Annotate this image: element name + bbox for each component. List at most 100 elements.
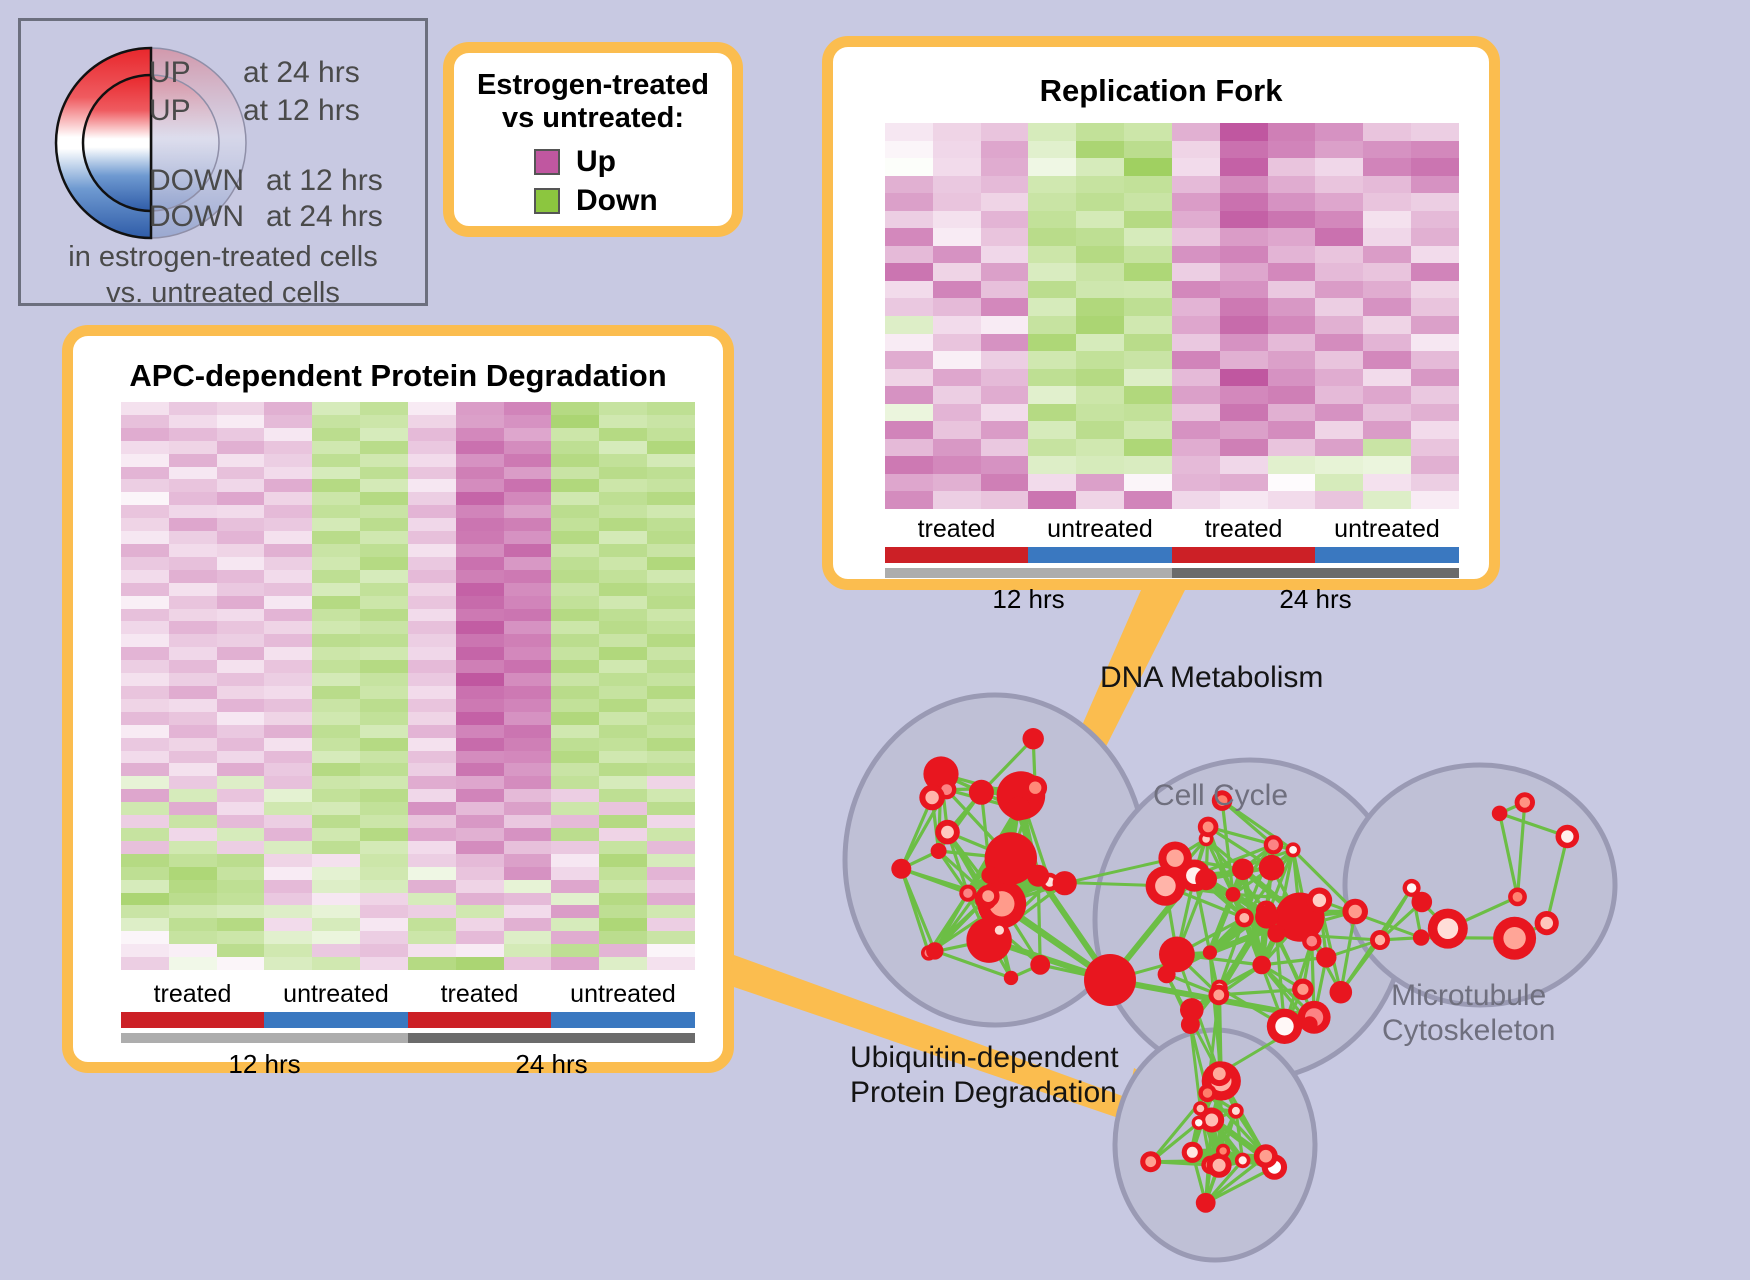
heatmap-cell (360, 660, 408, 673)
heatmap-cell (360, 931, 408, 944)
network-node[interactable] (1228, 1103, 1244, 1119)
network-node[interactable] (1264, 835, 1283, 854)
network-node[interactable] (1198, 817, 1219, 838)
heatmap-cell (1268, 439, 1316, 457)
network-node[interactable] (1195, 868, 1217, 890)
heatmap-cell (169, 479, 217, 492)
network-node[interactable] (1342, 899, 1368, 925)
heatmap-cell (1268, 158, 1316, 176)
heatmap-cell (599, 479, 647, 492)
network-node[interactable] (1181, 1015, 1200, 1034)
legend-swatch-up (534, 149, 560, 175)
heatmap-cell (1028, 456, 1076, 474)
heatmap-cell (504, 441, 552, 454)
network-node[interactable] (1235, 908, 1254, 927)
network-node[interactable] (1508, 888, 1527, 907)
network-node[interactable] (1252, 956, 1271, 975)
network-node[interactable] (1027, 865, 1049, 887)
network-node[interactable] (969, 780, 994, 805)
network-node[interactable] (1193, 1101, 1208, 1116)
network-node[interactable] (1207, 1061, 1232, 1086)
network-node[interactable] (926, 942, 943, 959)
heatmap-cell (360, 725, 408, 738)
network-node[interactable] (1330, 981, 1353, 1004)
heatmap-cell (599, 789, 647, 802)
network-node[interactable] (1140, 1151, 1161, 1172)
apc-sample-bar-3 (551, 1012, 695, 1028)
network-node[interactable] (1209, 985, 1230, 1006)
network-node[interactable] (935, 820, 960, 845)
network-node[interactable] (1053, 871, 1077, 895)
network-node[interactable] (981, 866, 999, 884)
updown-legend-panel: Estrogen-treated vs untreated: Up Down (443, 42, 743, 237)
network-node[interactable] (1198, 1084, 1216, 1102)
network-node[interactable] (1413, 929, 1429, 945)
heatmap-cell (312, 699, 360, 712)
network-node[interactable] (1556, 825, 1580, 849)
network-node[interactable] (1267, 1009, 1302, 1044)
network-node[interactable] (931, 843, 947, 859)
heatmap-cell (504, 828, 552, 841)
network-node[interactable] (1232, 859, 1254, 881)
network-node[interactable] (1259, 855, 1285, 881)
network-node[interactable] (1158, 965, 1176, 983)
network-node[interactable] (1254, 1144, 1278, 1168)
network-node[interactable] (991, 921, 1009, 939)
network-node[interactable] (1023, 776, 1047, 800)
heatmap-cell (1315, 369, 1363, 387)
network-node[interactable] (1307, 888, 1333, 914)
network-node[interactable] (1030, 955, 1050, 975)
network-node[interactable] (1084, 954, 1136, 1006)
network-node[interactable] (1216, 1144, 1230, 1158)
network-node[interactable] (1286, 842, 1301, 857)
network-node[interactable] (1515, 792, 1535, 812)
heatmap-cell (1268, 263, 1316, 281)
network-node[interactable] (1370, 930, 1390, 950)
network-node[interactable] (1316, 947, 1336, 967)
network-node[interactable] (1158, 842, 1191, 875)
network-node[interactable] (1302, 932, 1321, 951)
network-node[interactable] (959, 885, 976, 902)
heatmap-cell (1315, 439, 1363, 457)
heatmap-cell (264, 518, 312, 531)
heatmap-cell (217, 751, 265, 764)
network-node[interactable] (1023, 728, 1044, 749)
heatmap-cell (217, 557, 265, 570)
heatmap-cell (1028, 263, 1076, 281)
network-node[interactable] (1292, 979, 1314, 1001)
heatmap-cell (647, 531, 695, 544)
heatmap-cell (408, 621, 456, 634)
heatmap-cell (981, 263, 1029, 281)
network-node[interactable] (1267, 925, 1285, 943)
network-node[interactable] (1226, 887, 1241, 902)
heatmap-cell (360, 583, 408, 596)
heatmap-cell (933, 228, 981, 246)
network-node[interactable] (1192, 1116, 1206, 1130)
heatmap-cell (312, 441, 360, 454)
network-node[interactable] (1182, 1142, 1203, 1163)
network-node[interactable] (1203, 945, 1217, 959)
network-node[interactable] (977, 885, 1000, 908)
network-node[interactable] (1007, 797, 1031, 821)
network-node[interactable] (1535, 911, 1559, 935)
network-node[interactable] (1492, 806, 1508, 822)
network-node[interactable] (1235, 1153, 1251, 1169)
heatmap-cell (599, 673, 647, 686)
heatmap-cell (408, 634, 456, 647)
heatmap-cell (121, 828, 169, 841)
network-node[interactable] (919, 785, 945, 811)
network-node[interactable] (1004, 971, 1018, 985)
heatmap-cell (1028, 439, 1076, 457)
network-node[interactable] (891, 859, 911, 879)
network-node[interactable] (1493, 917, 1536, 960)
heatmap-cell (360, 518, 408, 531)
heatmap-cell (1268, 421, 1316, 439)
heatmap-cell (504, 570, 552, 583)
heatmap-cell (933, 351, 981, 369)
network-node[interactable] (1196, 1193, 1216, 1213)
network-node[interactable] (1428, 909, 1468, 949)
network-node[interactable] (1412, 892, 1433, 913)
heatmap-cell (312, 854, 360, 867)
heatmap-cell (1172, 404, 1220, 422)
network-node[interactable] (1302, 1016, 1318, 1032)
